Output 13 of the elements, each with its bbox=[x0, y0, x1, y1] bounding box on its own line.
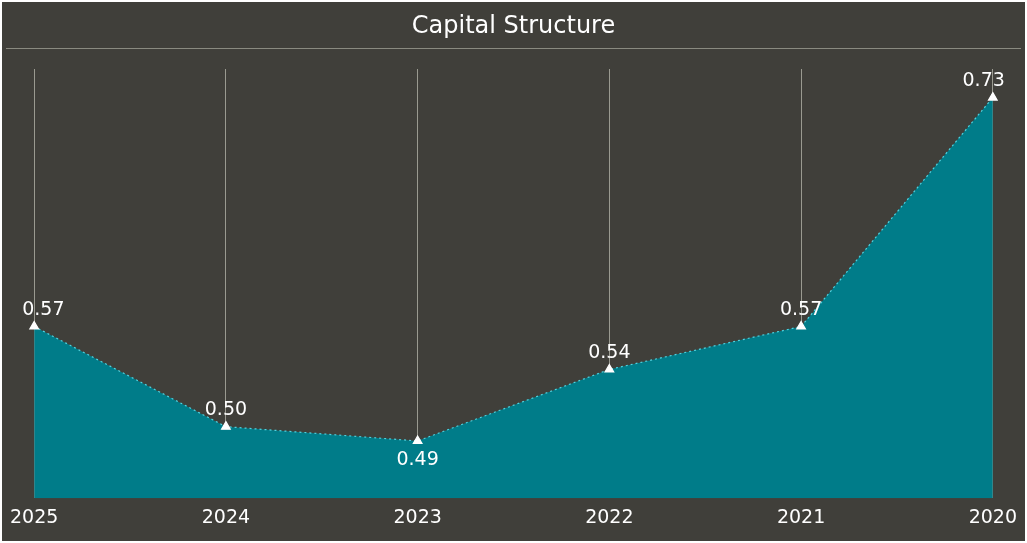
data-label: 0.49 bbox=[396, 447, 439, 470]
x-tick-label: 2023 bbox=[393, 504, 442, 527]
x-tick-label: 2025 bbox=[10, 504, 59, 527]
data-label: 0.57 bbox=[22, 296, 65, 319]
x-tick-label: 2024 bbox=[201, 504, 251, 527]
data-label: 0.57 bbox=[779, 296, 823, 319]
x-tick-label: 2022 bbox=[585, 504, 634, 527]
chart-title: Capital Structure bbox=[6, 2, 1021, 49]
data-label: 0.54 bbox=[588, 339, 631, 362]
data-label: 0.50 bbox=[204, 397, 248, 420]
x-tick-label: 2020 bbox=[968, 504, 1017, 527]
data-label: 0.73 bbox=[962, 68, 1005, 91]
x-tick-label: 2021 bbox=[776, 504, 826, 527]
